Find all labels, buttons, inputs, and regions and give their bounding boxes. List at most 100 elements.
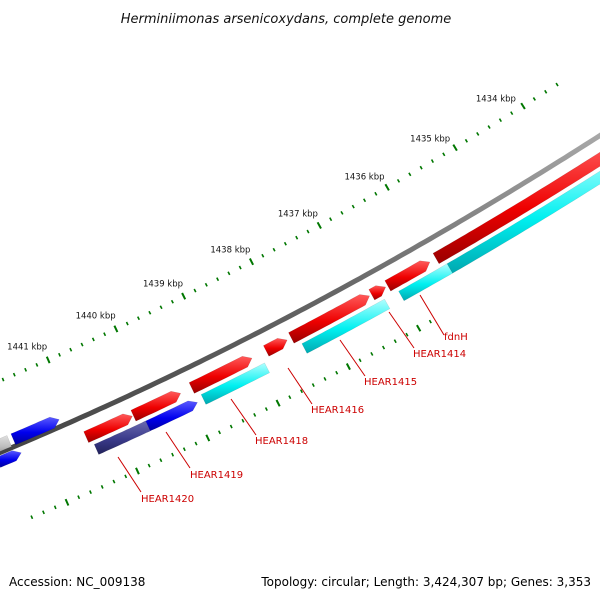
minor-tick bbox=[193, 288, 197, 293]
minor-tick bbox=[381, 345, 386, 350]
minor-tick bbox=[264, 407, 268, 411]
gene-label: HEAR1419 bbox=[190, 470, 243, 481]
minor-tick bbox=[487, 125, 491, 129]
scale-label: 1440 kbp bbox=[76, 312, 116, 322]
other-feature bbox=[0, 435, 12, 452]
scale-label: 1438 kbp bbox=[210, 245, 250, 255]
major-tick bbox=[384, 183, 390, 191]
genome-backbone bbox=[0, 132, 600, 456]
minor-tick bbox=[306, 229, 310, 234]
backbone-line bbox=[0, 132, 600, 456]
minor-tick bbox=[405, 332, 409, 337]
major-tick bbox=[64, 498, 70, 506]
label-leader bbox=[117, 456, 142, 493]
major-tick bbox=[345, 363, 351, 371]
minor-tick bbox=[430, 159, 435, 163]
minor-tick bbox=[124, 474, 128, 479]
gene-label: fdnH bbox=[444, 332, 468, 343]
cds-forward bbox=[288, 294, 370, 344]
minor-tick bbox=[159, 458, 163, 463]
gene-label: HEAR1414 bbox=[413, 349, 466, 360]
minor-tick bbox=[170, 299, 174, 304]
cds-forward bbox=[188, 356, 253, 394]
gene-label: HEAR1420 bbox=[141, 494, 194, 505]
minor-tick bbox=[216, 277, 220, 282]
minor-tick bbox=[24, 367, 28, 372]
cds-forward bbox=[263, 338, 288, 357]
minor-tick bbox=[253, 413, 257, 417]
cds-forward bbox=[130, 391, 182, 422]
minor-tick bbox=[396, 178, 401, 183]
label-leader bbox=[419, 294, 445, 336]
minor-tick bbox=[362, 198, 367, 203]
minor-tick bbox=[100, 484, 104, 489]
minor-tick bbox=[12, 372, 16, 377]
major-tick bbox=[45, 356, 51, 364]
genome-summary: Topology: circular; Length: 3,424,307 bp… bbox=[261, 575, 591, 589]
minor-tick bbox=[374, 191, 378, 196]
minor-tick bbox=[80, 342, 84, 347]
major-tick bbox=[452, 144, 458, 152]
minor-tick bbox=[159, 305, 163, 310]
cds-forward bbox=[83, 413, 133, 443]
minor-tick bbox=[510, 111, 514, 116]
minor-tick bbox=[498, 118, 502, 123]
minor-tick bbox=[340, 211, 344, 215]
label-leader bbox=[388, 311, 415, 349]
accession-label: Accession: NC_009138 bbox=[9, 575, 146, 589]
scale-label: 1441 kbp bbox=[7, 343, 47, 353]
gene-forward bbox=[446, 170, 600, 274]
cds-forward bbox=[368, 285, 387, 301]
minor-tick bbox=[171, 452, 175, 457]
label-leader bbox=[165, 431, 191, 469]
minor-tick bbox=[69, 347, 73, 352]
minor-tick bbox=[261, 253, 265, 258]
label-leader bbox=[339, 339, 366, 377]
minor-tick bbox=[283, 241, 287, 246]
minor-tick bbox=[148, 310, 152, 315]
cds-forward bbox=[432, 151, 600, 265]
gene-labels: fdnH HEAR1414 HEAR1415 HEAR1416 HEAR1418 HEAR… bbox=[117, 294, 468, 505]
minor-tick bbox=[329, 217, 333, 222]
minor-tick bbox=[182, 447, 186, 452]
minor-tick bbox=[323, 377, 327, 381]
minor-tick bbox=[295, 235, 299, 240]
major-tick bbox=[275, 399, 281, 407]
minor-tick bbox=[194, 441, 198, 446]
minor-tick bbox=[53, 505, 57, 510]
scale-label: 1439 kbp bbox=[143, 279, 183, 289]
minor-tick bbox=[311, 383, 315, 387]
minor-tick bbox=[30, 515, 34, 520]
gene-label: HEAR1415 bbox=[364, 377, 417, 388]
minor-tick bbox=[442, 152, 446, 157]
minor-tick bbox=[147, 463, 151, 468]
minor-tick bbox=[393, 339, 397, 344]
major-tick bbox=[416, 324, 422, 332]
minor-tick bbox=[272, 247, 276, 252]
minor-tick bbox=[299, 389, 304, 394]
gene-label: HEAR1416 bbox=[311, 405, 364, 416]
label-leader bbox=[287, 367, 313, 405]
minor-tick bbox=[335, 370, 339, 375]
gene-label: HEAR1418 bbox=[255, 436, 308, 447]
minor-tick bbox=[238, 265, 242, 270]
scale-labels: 1434 kbp 1435 kbp 1436 kbp 1437 kbp 1438 kbp… bbox=[7, 95, 516, 353]
major-tick bbox=[113, 325, 119, 333]
scale-label: 1435 kbp bbox=[410, 135, 450, 145]
minor-tick bbox=[42, 510, 45, 515]
minor-tick bbox=[217, 430, 222, 435]
minor-tick bbox=[77, 495, 81, 500]
gene-features bbox=[0, 151, 600, 468]
minor-tick bbox=[89, 490, 92, 495]
scale-label: 1436 kbp bbox=[344, 173, 384, 183]
minor-tick bbox=[125, 321, 129, 326]
minor-tick bbox=[555, 82, 559, 87]
gene-reverse bbox=[93, 420, 151, 455]
minor-tick bbox=[464, 138, 468, 143]
gene-forward bbox=[398, 263, 453, 302]
minor-tick bbox=[532, 97, 536, 101]
minor-tick bbox=[227, 271, 231, 276]
minor-tick bbox=[204, 282, 208, 287]
gene-forward bbox=[200, 362, 270, 405]
